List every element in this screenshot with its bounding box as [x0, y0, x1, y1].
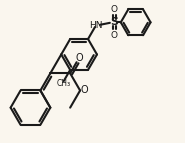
- Text: S: S: [110, 17, 118, 27]
- Text: CH₃: CH₃: [56, 79, 70, 88]
- Text: O: O: [80, 86, 88, 96]
- Text: O: O: [110, 31, 117, 40]
- Text: O: O: [75, 53, 83, 63]
- Text: O: O: [110, 5, 117, 14]
- Text: HN: HN: [89, 21, 103, 30]
